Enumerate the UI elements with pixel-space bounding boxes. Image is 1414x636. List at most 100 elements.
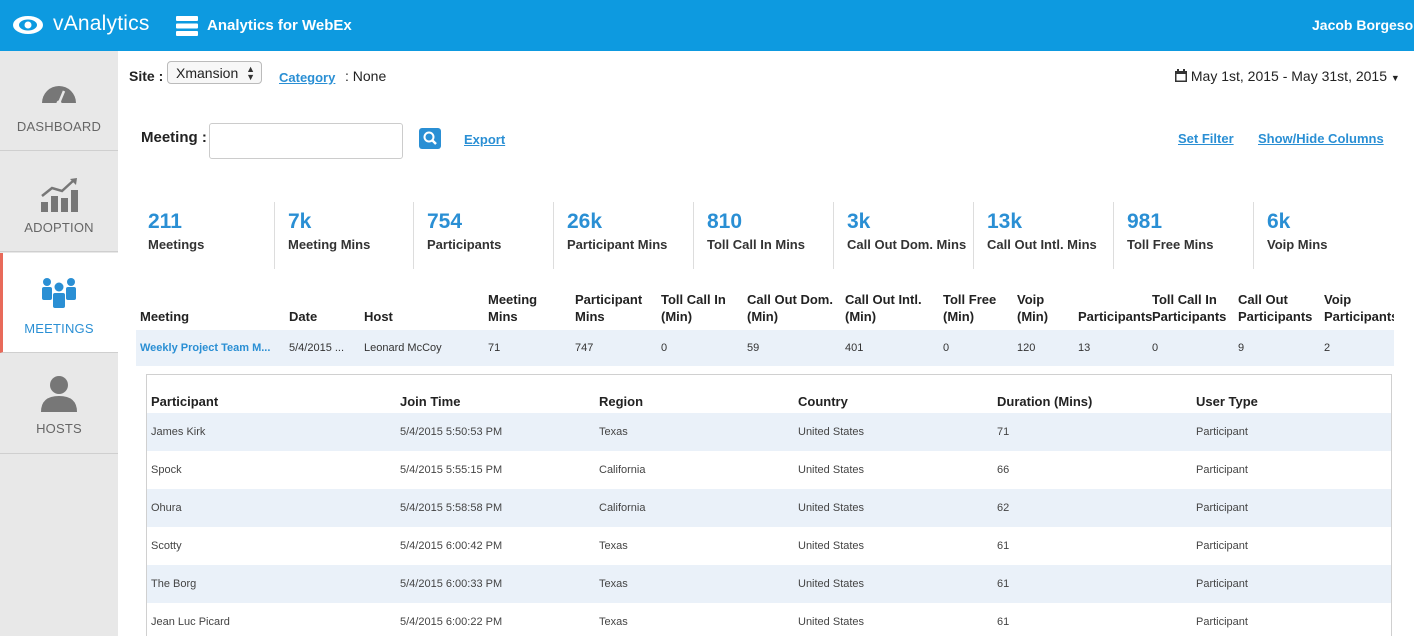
meeting-mins: 71: [488, 342, 501, 354]
stat-call-out-intl-mins: 13k Call Out Intl. Mins: [977, 202, 1114, 269]
col-header-call-out-intl[interactable]: Call Out Intl. (Min): [845, 292, 922, 324]
caret-down-icon: ▼: [1390, 73, 1400, 83]
person-icon: [41, 376, 77, 412]
meeting-name-link[interactable]: Weekly Project Team M...: [140, 342, 271, 354]
meeting-date: 5/4/2015 ...: [289, 342, 345, 354]
search-button[interactable]: [419, 128, 441, 149]
trend-chart-icon: [41, 178, 78, 212]
col-header-user-type[interactable]: User Type: [1196, 394, 1258, 409]
stat-value: 13k: [987, 210, 1023, 233]
export-link[interactable]: Export: [464, 132, 506, 147]
table-row[interactable]: [136, 330, 1394, 366]
stat-value: 7k: [288, 210, 312, 233]
country: United States: [798, 502, 865, 514]
stat-label: Participant Mins: [567, 237, 668, 252]
table-row[interactable]: James Kirk 5/4/2015 5:50:53 PM Texas Uni…: [147, 413, 1391, 451]
duration: 61: [997, 540, 1010, 552]
col-header-meeting[interactable]: Meeting: [140, 309, 190, 324]
col-header-region[interactable]: Region: [599, 394, 644, 409]
category-link[interactable]: Category: [279, 70, 336, 85]
voip-min: 120: [1017, 342, 1036, 354]
site-select[interactable]: Xmansion ▲ ▼: [167, 61, 262, 84]
category-value: : None: [345, 68, 387, 84]
nav-adoption[interactable]: ADOPTION: [0, 152, 118, 252]
table-row[interactable]: Spock 5/4/2015 5:55:15 PM California Uni…: [147, 451, 1391, 489]
site-select-value: Xmansion: [176, 65, 239, 81]
table-row[interactable]: The Borg 5/4/2015 6:00:33 PM Texas Unite…: [147, 565, 1391, 603]
stat-value: 6k: [1267, 210, 1291, 233]
search-icon: [423, 131, 437, 145]
meeting-search-input[interactable]: [209, 123, 403, 159]
stat-label: Toll Call In Mins: [707, 237, 805, 252]
show-hide-columns-link[interactable]: Show/Hide Columns: [1258, 131, 1384, 146]
user-menu[interactable]: Jacob Borgeson: [1312, 17, 1414, 33]
nav-dashboard-label: DASHBOARD: [16, 119, 102, 134]
stat-label: Meetings: [148, 237, 205, 252]
duration: 62: [997, 502, 1010, 514]
duration: 71: [997, 426, 1010, 438]
join-time: 5/4/2015 6:00:22 PM: [400, 616, 503, 628]
stat-meeting-mins: 7k Meeting Mins: [278, 202, 414, 269]
call-out-intl-min: 401: [845, 342, 864, 354]
stat-label: Toll Free Mins: [1127, 237, 1214, 252]
server-stack-icon: [176, 16, 198, 36]
col-header-join-time[interactable]: Join Time: [400, 394, 461, 409]
date-range-picker[interactable]: May 1st, 2015 - May 31st, 2015 ▼: [1175, 68, 1400, 84]
col-header-toll-free[interactable]: Toll Free (Min): [943, 292, 997, 324]
col-header-participant-mins[interactable]: Participant Mins: [575, 292, 643, 324]
col-header-toll-call-in-participants[interactable]: Toll Call In Participants: [1152, 292, 1227, 324]
col-header-participants[interactable]: Participants: [1078, 309, 1153, 324]
brand-name[interactable]: vAnalytics: [53, 12, 150, 35]
join-time: 5/4/2015 5:58:58 PM: [400, 502, 503, 514]
meeting-host: Leonard McCoy: [364, 342, 442, 354]
participant-name: Scotty: [151, 540, 182, 552]
nav-meetings-label: MEETINGS: [24, 321, 94, 336]
stat-participants: 754 Participants: [417, 202, 554, 269]
join-time: 5/4/2015 5:50:53 PM: [400, 426, 503, 438]
user-type: Participant: [1196, 616, 1248, 628]
col-header-voip[interactable]: Voip (Min): [1017, 292, 1049, 324]
table-row[interactable]: Scotty 5/4/2015 6:00:42 PM Texas United …: [147, 527, 1391, 565]
user-type: Participant: [1196, 426, 1248, 438]
user-type: Participant: [1196, 502, 1248, 514]
nav-hosts[interactable]: HOSTS: [0, 354, 118, 454]
sidebar: DASHBOARD ADOPTION MEETINGS HOSTS: [0, 51, 118, 636]
calendar-icon: [1175, 69, 1187, 82]
col-header-country[interactable]: Country: [798, 394, 848, 409]
stat-value: 981: [1127, 210, 1163, 233]
select-arrows-icon: ▲ ▼: [246, 64, 255, 82]
col-header-meeting-mins[interactable]: Meeting Mins: [488, 292, 538, 324]
col-header-call-out-participants[interactable]: Call Out Participants: [1238, 292, 1313, 324]
stat-meetings: 211 Meetings: [138, 202, 275, 269]
participant-name: Spock: [151, 464, 182, 476]
stat-label: Call Out Intl. Mins: [987, 237, 1097, 252]
col-header-toll-call-in[interactable]: Toll Call In (Min): [661, 292, 726, 324]
table-row[interactable]: Ohura 5/4/2015 5:58:58 PM California Uni…: [147, 489, 1391, 527]
voip-participants: 2: [1324, 342, 1331, 354]
col-header-host[interactable]: Host: [364, 309, 393, 324]
participant-name: Jean Luc Picard: [151, 616, 230, 628]
col-header-date[interactable]: Date: [289, 309, 318, 324]
participant-name: James Kirk: [151, 426, 206, 438]
region: Texas: [599, 426, 628, 438]
toll-call-in-participants: 0: [1152, 342, 1159, 354]
table-row[interactable]: Jean Luc Picard 5/4/2015 6:00:22 PM Texa…: [147, 603, 1391, 636]
user-type: Participant: [1196, 540, 1248, 552]
nav-meetings[interactable]: MEETINGS: [0, 253, 118, 353]
people-icon: [42, 278, 76, 308]
top-bar: vAnalytics Analytics for WebEx Jacob Bor…: [0, 0, 1414, 51]
join-time: 5/4/2015 5:55:15 PM: [400, 464, 503, 476]
col-header-call-out-dom[interactable]: Call Out Dom. (Min): [747, 292, 833, 324]
col-header-voip-participants[interactable]: Voip Participants: [1324, 292, 1394, 324]
stat-label: Call Out Dom. Mins: [847, 237, 967, 252]
product-name: Analytics for WebEx: [207, 17, 352, 34]
participant-mins: 747: [575, 342, 594, 354]
col-header-duration[interactable]: Duration (Mins): [997, 394, 1093, 409]
site-label: Site :: [129, 68, 164, 84]
eye-logo-icon: [13, 16, 43, 34]
col-header-participant[interactable]: Participant: [151, 394, 219, 409]
stat-voip-mins: 6k Voip Mins: [1257, 202, 1394, 269]
participant-name: The Borg: [151, 578, 197, 590]
nav-dashboard[interactable]: DASHBOARD: [0, 51, 118, 151]
set-filter-link[interactable]: Set Filter: [1178, 131, 1234, 146]
